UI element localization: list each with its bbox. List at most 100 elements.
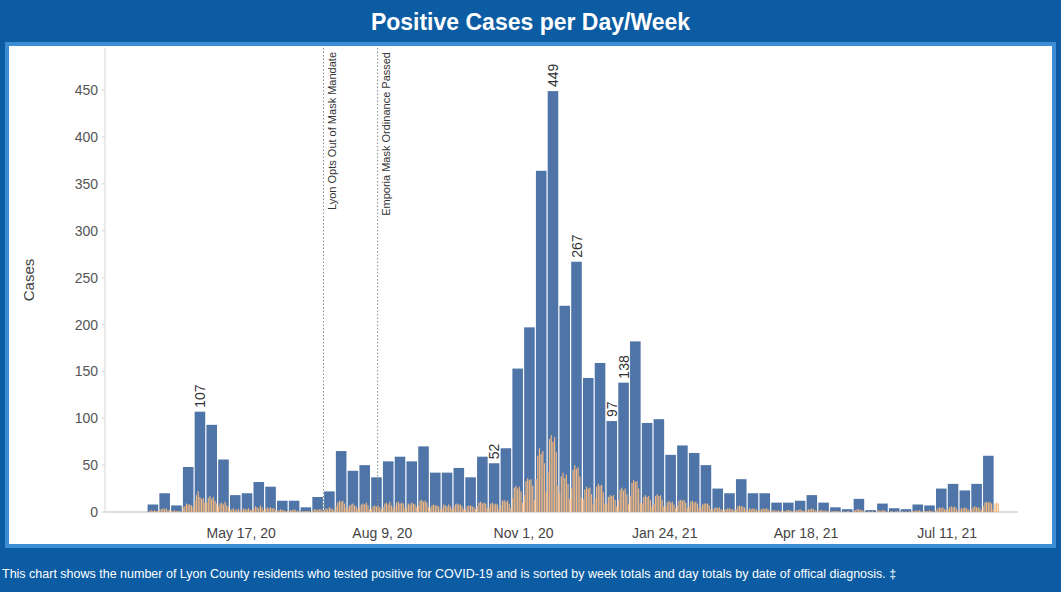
week-bar	[395, 457, 406, 512]
week-bar	[818, 503, 829, 512]
week-bar	[195, 412, 206, 512]
day-bar	[840, 512, 841, 513]
day-bar	[159, 510, 160, 512]
day-bar	[801, 510, 802, 512]
day-bar	[926, 511, 927, 512]
day-bar	[638, 489, 639, 512]
day-bar	[920, 511, 921, 512]
day-bar	[640, 503, 641, 512]
week-bar	[877, 504, 888, 512]
day-bar	[677, 505, 678, 512]
day-bar	[154, 510, 155, 512]
week-bar	[512, 369, 523, 512]
day-bar	[715, 507, 716, 512]
day-bar	[285, 511, 286, 512]
day-bar	[964, 507, 965, 512]
day-bar	[186, 504, 187, 512]
day-bar	[384, 504, 385, 512]
day-bar	[251, 510, 252, 512]
day-bar	[762, 508, 763, 512]
week-bar	[936, 489, 947, 512]
day-bar	[862, 510, 863, 512]
day-bar	[914, 511, 915, 512]
day-bar	[860, 510, 861, 512]
day-bar	[151, 510, 152, 512]
day-bar	[337, 503, 338, 512]
day-bar	[690, 502, 691, 512]
day-bar	[512, 498, 513, 512]
week-bar	[759, 493, 770, 512]
day-bar	[404, 508, 405, 512]
day-bar	[988, 503, 989, 512]
day-bar	[705, 504, 706, 512]
day-bar	[529, 480, 530, 512]
day-bar	[315, 509, 316, 512]
day-bar	[209, 496, 210, 512]
day-bar	[734, 511, 735, 512]
day-bar	[228, 507, 229, 512]
day-bar	[436, 505, 437, 512]
week-bar	[148, 505, 159, 512]
day-bar	[273, 508, 274, 512]
week-bar	[701, 465, 712, 512]
day-bar	[277, 511, 278, 512]
week-bar	[830, 507, 841, 512]
day-bar	[162, 508, 163, 512]
day-bar	[798, 510, 799, 512]
day-bar	[594, 498, 595, 512]
day-bar	[929, 510, 930, 512]
day-bar	[403, 504, 404, 512]
day-bar	[979, 508, 980, 512]
day-bar	[517, 489, 518, 512]
y-tick-label: 450	[75, 82, 99, 98]
day-bar	[157, 511, 158, 512]
day-bar	[522, 503, 523, 512]
day-bar	[196, 495, 197, 512]
day-bar	[230, 510, 231, 512]
day-bar	[463, 509, 464, 512]
day-bar	[458, 505, 459, 512]
day-bar	[848, 511, 849, 512]
day-bar	[532, 486, 533, 512]
day-bar	[858, 509, 859, 512]
day-bar	[564, 478, 565, 512]
day-bar	[493, 505, 494, 512]
day-bar	[467, 506, 468, 512]
day-bar	[394, 506, 395, 512]
day-bar	[902, 511, 903, 512]
day-bar	[475, 509, 476, 512]
week-bar	[206, 425, 217, 512]
day-bar	[468, 505, 469, 512]
day-bar	[648, 496, 649, 512]
day-bar	[525, 481, 526, 512]
day-bar	[426, 503, 427, 512]
day-bar	[485, 504, 486, 512]
day-bar	[406, 507, 407, 512]
day-bar	[852, 512, 853, 513]
week-bar	[642, 423, 653, 512]
day-bar	[720, 509, 721, 512]
day-bar	[262, 507, 263, 512]
day-bar	[497, 505, 498, 512]
day-bar	[398, 502, 399, 512]
day-bar	[887, 512, 888, 513]
day-bar	[820, 510, 821, 512]
day-bar	[320, 509, 321, 512]
day-bar	[206, 503, 207, 512]
week-bar	[289, 501, 300, 512]
data-label: 107	[192, 384, 208, 408]
day-bar	[934, 512, 935, 513]
day-bar	[872, 511, 873, 512]
week-bar	[630, 341, 641, 512]
day-bar	[312, 511, 313, 512]
day-bar	[504, 500, 505, 512]
week-bar	[865, 510, 876, 512]
day-bar	[267, 507, 268, 512]
day-bar	[265, 509, 266, 512]
day-bar	[515, 486, 516, 512]
y-tick-label: 200	[75, 317, 99, 333]
week-bar	[712, 489, 723, 512]
day-bar	[589, 488, 590, 512]
week-bar	[960, 490, 971, 512]
week-bar	[501, 448, 512, 512]
